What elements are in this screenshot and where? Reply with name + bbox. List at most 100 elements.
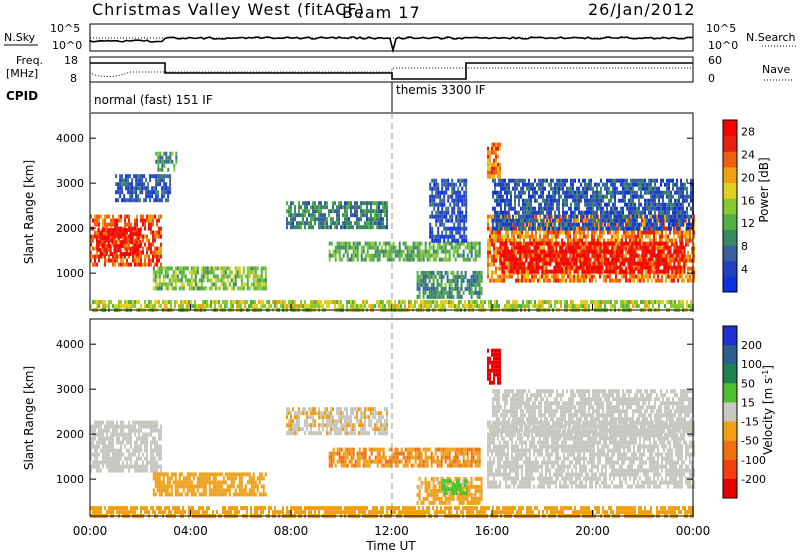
power-cell bbox=[637, 266, 639, 271]
power-cell bbox=[380, 209, 382, 214]
power-cell bbox=[493, 262, 495, 267]
power-cell bbox=[350, 209, 352, 214]
power-cell bbox=[505, 257, 508, 262]
power-cell bbox=[663, 265, 666, 270]
power-cell bbox=[494, 186, 496, 191]
power-cell bbox=[584, 194, 586, 199]
power-cell bbox=[438, 274, 441, 279]
power-cell bbox=[641, 269, 644, 274]
power-cell bbox=[586, 190, 588, 195]
power-cell bbox=[599, 269, 602, 274]
power-cell bbox=[553, 269, 556, 274]
power-cell bbox=[434, 286, 437, 291]
power-cell bbox=[553, 249, 556, 254]
power-cell bbox=[442, 290, 445, 295]
power-cell bbox=[228, 270, 231, 275]
power-cell bbox=[519, 261, 522, 266]
power-cell bbox=[158, 254, 160, 259]
power-cell bbox=[633, 274, 635, 279]
power-cell bbox=[274, 300, 276, 305]
power-cell bbox=[661, 238, 663, 243]
power-cell bbox=[562, 214, 564, 219]
power-cell bbox=[673, 274, 675, 279]
power-cell bbox=[641, 253, 644, 258]
power-cell bbox=[669, 245, 672, 250]
power-cell bbox=[542, 194, 544, 199]
power-cell bbox=[148, 246, 150, 251]
power-cell bbox=[587, 253, 590, 258]
power-cell bbox=[258, 286, 261, 291]
power-cell bbox=[573, 274, 575, 279]
power-cell bbox=[165, 174, 168, 179]
power-cell bbox=[564, 210, 566, 215]
power-cell bbox=[533, 265, 536, 270]
power-cell bbox=[152, 270, 155, 275]
power-cell bbox=[583, 278, 585, 283]
power-cell bbox=[154, 254, 156, 259]
power-cell bbox=[94, 234, 96, 239]
power-cell bbox=[497, 230, 499, 235]
power-cell bbox=[260, 282, 263, 287]
power-cell bbox=[658, 202, 660, 207]
power-cell bbox=[557, 218, 559, 223]
power-cell bbox=[682, 202, 684, 207]
power-cell bbox=[647, 245, 650, 250]
power-cell bbox=[530, 210, 532, 215]
power-cell bbox=[492, 194, 494, 199]
power-cell bbox=[531, 238, 533, 243]
power-cell bbox=[466, 257, 469, 262]
power-cell bbox=[593, 274, 595, 279]
power-cell bbox=[538, 226, 540, 231]
power-cell bbox=[254, 274, 257, 279]
power-cell bbox=[522, 190, 524, 195]
date-title: 26/Jan/2012 bbox=[588, 0, 696, 19]
power-cell bbox=[546, 178, 548, 183]
power-cell bbox=[362, 245, 365, 250]
power-cell bbox=[679, 230, 681, 235]
power-cell bbox=[495, 238, 497, 243]
power-cell bbox=[686, 226, 688, 231]
power-cell bbox=[640, 210, 642, 215]
power-cell bbox=[640, 194, 642, 199]
power-cell bbox=[494, 218, 496, 223]
power-cell bbox=[436, 249, 439, 254]
power-cell bbox=[579, 226, 581, 231]
power-cell bbox=[463, 230, 466, 235]
power-cell bbox=[167, 174, 170, 179]
power-region-4 bbox=[152, 266, 267, 291]
power-cell bbox=[457, 178, 460, 183]
power-cell bbox=[677, 253, 680, 258]
power-cell bbox=[663, 269, 666, 274]
power-cell bbox=[166, 266, 169, 271]
power-cell bbox=[164, 300, 166, 305]
power-cell bbox=[452, 286, 455, 291]
power-cell bbox=[508, 190, 510, 195]
power-cell bbox=[140, 304, 142, 309]
power-cell bbox=[462, 257, 465, 262]
power-cell bbox=[650, 198, 652, 203]
power-cell bbox=[497, 146, 499, 151]
power-cell bbox=[536, 210, 538, 215]
power-cell bbox=[232, 286, 235, 291]
power-cell bbox=[551, 234, 553, 239]
power-cell bbox=[687, 266, 689, 271]
power-cell bbox=[370, 205, 372, 210]
power-cell bbox=[577, 265, 580, 270]
power-cell bbox=[312, 205, 314, 210]
power-cell bbox=[654, 190, 656, 195]
power-cell bbox=[139, 240, 142, 245]
power-cell bbox=[360, 253, 363, 258]
power-cell bbox=[505, 230, 507, 235]
power-cell bbox=[552, 202, 554, 207]
power-cell bbox=[487, 166, 489, 171]
power-cell bbox=[362, 213, 364, 218]
power-cell bbox=[430, 286, 433, 291]
power-cell bbox=[218, 304, 220, 309]
power-cell bbox=[571, 245, 574, 250]
power-cell bbox=[690, 214, 692, 219]
power-cell bbox=[601, 230, 603, 235]
power-cell bbox=[416, 278, 419, 283]
power-cell bbox=[505, 265, 508, 270]
power-cell bbox=[431, 214, 434, 219]
power-cell bbox=[466, 286, 469, 291]
